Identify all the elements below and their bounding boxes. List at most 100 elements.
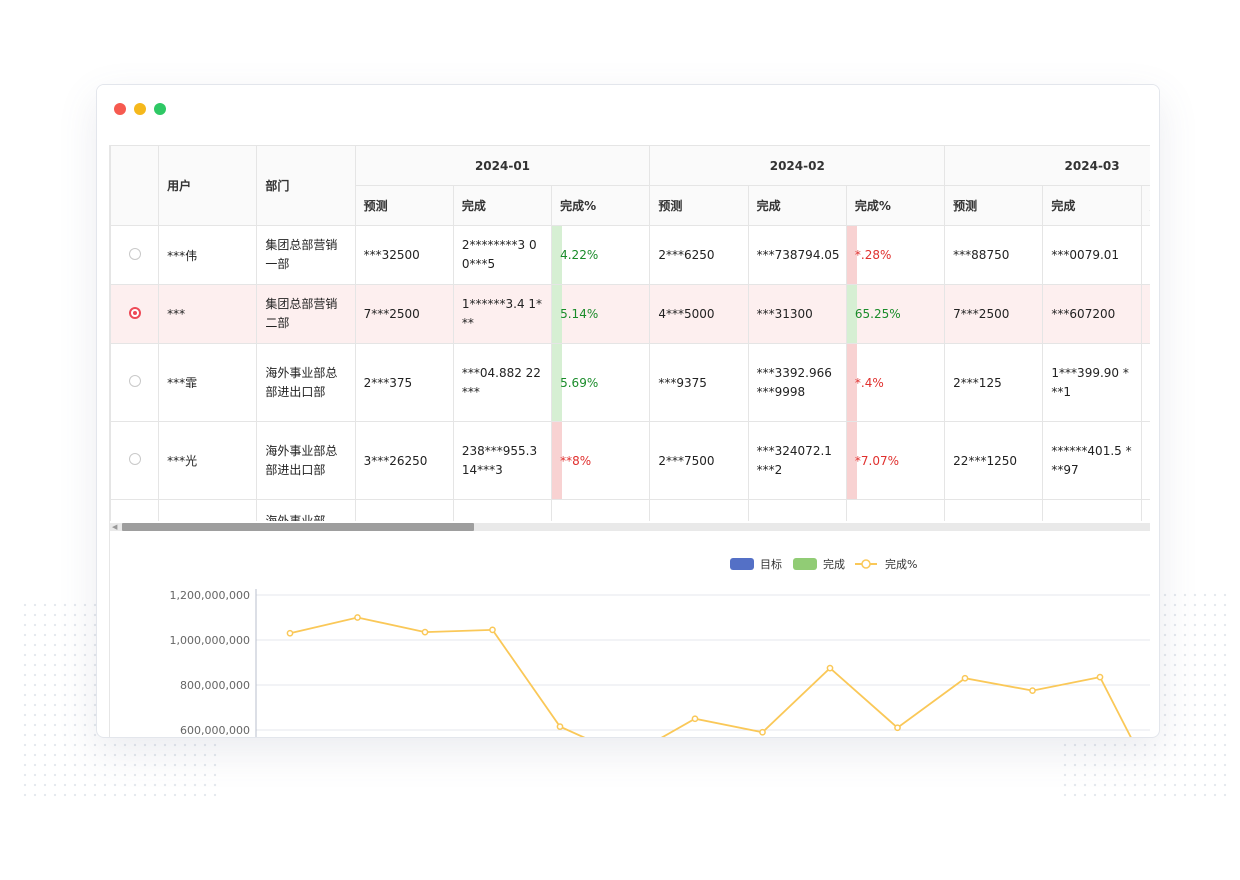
- done-cell: ***0079.01: [1042, 225, 1142, 285]
- column-header-pct: 完成%: [1140, 185, 1150, 226]
- pct-point: [894, 724, 901, 732]
- column-header-forecast: 预测: [649, 185, 749, 226]
- column-header-pct: 完成%: [845, 185, 946, 226]
- row-select-cell[interactable]: [110, 343, 160, 422]
- month-header-2: 2024-02: [649, 145, 946, 186]
- report-table-container: 用户 部门 2024-01 2024-02 2024-03 预测 完成 完成% …: [110, 145, 1150, 521]
- scrollbar-thumb[interactable]: [122, 523, 474, 531]
- pct-cell: [1140, 421, 1150, 500]
- y-tick-label: 800,000,000: [180, 679, 250, 692]
- maximize-window-button[interactable]: [154, 103, 166, 115]
- forecast-cell: 2***375: [354, 343, 454, 422]
- forecast-cell: [944, 499, 1044, 521]
- table-row-selected[interactable]: *** 集团总部营销二部 7***2500 1******3.4 1*** 5.…: [110, 284, 1150, 344]
- done-cell: ***738794.05: [747, 225, 847, 285]
- month-header-3: 2024-03: [944, 145, 1150, 186]
- legend-target-swatch: [730, 558, 754, 570]
- dept-cell: 集团总部营销二部: [256, 284, 356, 344]
- month-header-1: 2024-01: [354, 145, 651, 186]
- browser-window: 用户 部门 2024-01 2024-02 2024-03 预测 完成 完成% …: [96, 84, 1160, 738]
- column-header-done: 完成: [452, 185, 553, 226]
- report-table: 用户 部门 2024-01 2024-02 2024-03 预测 完成 完成% …: [110, 145, 1150, 521]
- pct-point: [354, 614, 361, 621]
- done-cell: [747, 499, 847, 521]
- pct-cell: [1140, 284, 1150, 344]
- done-cell: ***31300: [747, 284, 847, 344]
- row-radio[interactable]: [128, 247, 141, 260]
- pct-point: [826, 664, 834, 672]
- pct-cell: [551, 499, 651, 521]
- pct-cell: [1140, 225, 1150, 285]
- legend-done-label: 完成: [823, 557, 845, 571]
- done-cell: ***607200: [1042, 284, 1142, 344]
- done-cell: 2********3 00***5: [452, 225, 553, 285]
- pct-cell: [845, 499, 946, 521]
- forecast-cell: ***9375: [649, 343, 749, 422]
- user-cell: [158, 499, 258, 521]
- pct-point: [1096, 673, 1104, 681]
- forecast-cell: 22***1250: [944, 421, 1044, 500]
- column-header-pct: 完成%: [551, 185, 651, 226]
- pct-cell: **8%: [551, 421, 651, 500]
- pct-point: [556, 723, 564, 730]
- table-row[interactable]: ***霏 海外事业部总部进出口部 2***375 ***04.882 22***…: [110, 343, 1150, 422]
- legend-pct-label: 完成%: [885, 557, 917, 571]
- row-select-cell[interactable]: [110, 225, 160, 285]
- user-cell: ***霏: [158, 343, 258, 422]
- row-select-cell[interactable]: [110, 421, 160, 500]
- pct-cell: [1140, 343, 1150, 422]
- done-cell: 1***399.90 ***1: [1042, 343, 1142, 422]
- user-cell: ***光: [158, 421, 258, 500]
- row-select-cell[interactable]: [110, 499, 160, 521]
- pct-cell: [1140, 499, 1150, 521]
- combo-chart: 目标完成完成%200,000,000400,000,000600,000,000…: [110, 537, 1150, 737]
- forecast-cell: [649, 499, 749, 521]
- column-header-done: 完成: [1042, 185, 1142, 226]
- row-radio[interactable]: [128, 453, 141, 465]
- row-radio[interactable]: [128, 375, 141, 387]
- pct-cell: *.4%: [845, 343, 946, 422]
- y-tick-label: 1,000,000,000: [170, 634, 250, 647]
- pct-cell: 5.14%: [551, 284, 651, 344]
- pct-point: [1029, 687, 1036, 694]
- dept-cell: 海外事业部总部进出口部: [256, 421, 356, 500]
- dept-cell: 集团总部营销一部: [256, 225, 356, 285]
- pct-point: [961, 674, 969, 682]
- row-select-cell[interactable]: [110, 284, 160, 344]
- forecast-cell: ***32500: [354, 225, 454, 285]
- done-cell: [452, 499, 553, 521]
- pct-cell: 5.69%: [551, 343, 651, 422]
- forecast-cell: ***88750: [944, 225, 1044, 285]
- select-column-header: [110, 145, 160, 226]
- pct-cell: 65.25%: [845, 284, 946, 344]
- pct-series-line: [289, 616, 1132, 737]
- legend-target-label: 目标: [760, 557, 782, 571]
- table-row[interactable]: ***伟 集团总部营销一部 ***32500 2********3 00***5…: [110, 225, 1150, 285]
- pct-cell: 4.22%: [551, 225, 651, 285]
- pct-point: [286, 629, 294, 637]
- close-window-button[interactable]: [114, 103, 126, 115]
- done-cell: ******401.5 ***97: [1042, 421, 1142, 500]
- minimize-window-button[interactable]: [134, 103, 146, 115]
- forecast-cell: 2***7500: [649, 421, 749, 500]
- chart-svg: 目标完成完成%200,000,000400,000,000600,000,000…: [170, 557, 1150, 737]
- pct-point: [759, 728, 766, 736]
- forecast-cell: 2***6250: [649, 225, 749, 285]
- pct-cell: *7.07%: [845, 421, 946, 500]
- pct-point: [421, 628, 429, 636]
- table-row[interactable]: ***光 海外事业部总部进出口部 3***26250 238***955.3 1…: [110, 421, 1150, 500]
- column-header-user: 用户: [158, 145, 258, 226]
- column-header-forecast: 预测: [944, 185, 1044, 226]
- table-row[interactable]: 海外事业部: [110, 499, 1150, 521]
- horizontal-scrollbar[interactable]: ◀: [110, 523, 1150, 531]
- row-radio-checked[interactable]: [128, 306, 141, 319]
- scroll-left-icon[interactable]: ◀: [112, 523, 118, 531]
- column-header-dept: 部门: [256, 145, 356, 226]
- pct-point: [489, 626, 496, 634]
- column-header-forecast: 预测: [354, 185, 454, 226]
- window-titlebar: [97, 85, 1159, 133]
- forecast-cell: 3***26250: [354, 421, 454, 500]
- forecast-cell: 2***125: [944, 343, 1044, 422]
- user-cell: ***伟: [158, 225, 258, 285]
- forecast-cell: 7***2500: [354, 284, 454, 344]
